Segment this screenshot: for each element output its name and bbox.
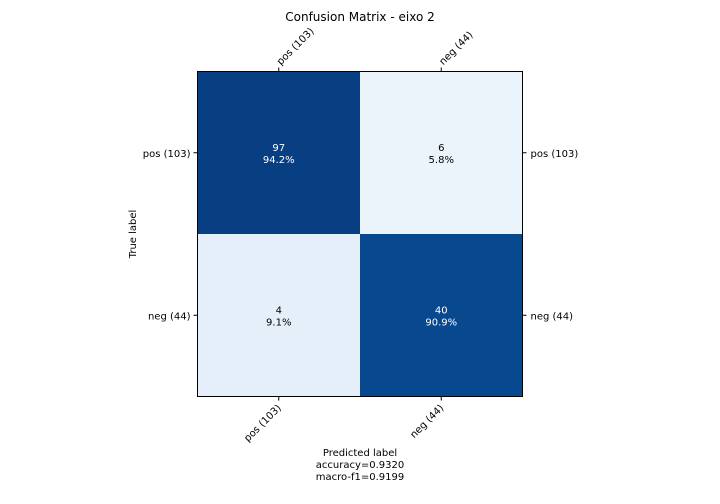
accuracy-label: accuracy=0.9320 xyxy=(316,460,405,471)
cell-percent-label-0-0: 94.2% xyxy=(263,155,295,166)
cell-count-label-1-1: 40 xyxy=(435,305,448,316)
axis-ticks xyxy=(193,67,527,401)
cell-count-label-0-1: 6 xyxy=(438,143,444,154)
cell-percent-label-1-1: 90.9% xyxy=(425,317,457,328)
heatmap-cell-0-0 xyxy=(197,71,360,234)
y-tick-label-right-1: neg (44) xyxy=(531,311,574,322)
chart-title: Confusion Matrix - eixo 2 xyxy=(285,10,434,24)
x-tick-label-bottom-0: pos (103) xyxy=(242,403,284,445)
y-tick-label-left-1: neg (44) xyxy=(148,311,191,322)
cell-percent-label-1-0: 9.1% xyxy=(266,317,291,328)
y-tick-label-right-0: pos (103) xyxy=(531,149,579,160)
heatmap-cell-1-0 xyxy=(197,234,360,397)
heatmap-cell-1-1 xyxy=(360,234,523,397)
cell-count-label-1-0: 4 xyxy=(276,305,282,316)
macro-f1-label: macro-f1=0.9199 xyxy=(316,472,404,483)
cell-count-label-0-0: 97 xyxy=(272,143,285,154)
cell-percent-label-0-1: 5.8% xyxy=(429,155,454,166)
y-axis-label: True label xyxy=(128,210,139,260)
heatmap-frame xyxy=(197,71,523,397)
x-axis-label: Predicted label xyxy=(323,448,397,459)
x-tick-label-top-1: neg (44) xyxy=(438,30,476,68)
x-tick-label-bottom-1: neg (44) xyxy=(409,403,447,441)
y-tick-label-left-0: pos (103) xyxy=(143,149,191,160)
x-tick-label-top-0: pos (103) xyxy=(275,26,317,68)
heatmap-cell-0-1 xyxy=(360,71,523,234)
heatmap-cells xyxy=(197,71,523,397)
